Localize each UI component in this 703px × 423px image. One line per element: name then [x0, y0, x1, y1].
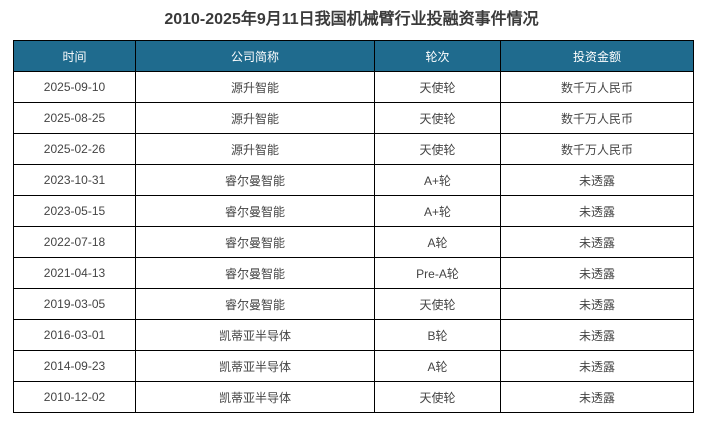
cell-date: 2010-12-02 — [13, 381, 136, 413]
table-row: 2023-05-15 睿尔曼智能 A+轮 未透露 — [13, 195, 694, 227]
cell-company: 源升智能 — [135, 71, 375, 103]
cell-amount: 未透露 — [500, 164, 694, 196]
cell-company: 凯蒂亚半导体 — [135, 319, 375, 351]
table-row: 2025-08-25 源升智能 天使轮 数千万人民币 — [13, 102, 694, 134]
cell-date: 2023-05-15 — [13, 195, 136, 227]
cell-round: B轮 — [374, 319, 501, 351]
cell-date: 2023-10-31 — [13, 164, 136, 196]
column-header-round: 轮次 — [374, 40, 501, 72]
cell-round: 天使轮 — [374, 102, 501, 134]
cell-company: 源升智能 — [135, 133, 375, 165]
table-row: 2019-03-05 睿尔曼智能 天使轮 未透露 — [13, 288, 694, 320]
cell-date: 2014-09-23 — [13, 350, 136, 382]
cell-date: 2016-03-01 — [13, 319, 136, 351]
table-header-row: 时间 公司简称 轮次 投资金额 — [13, 40, 694, 72]
table-row: 2021-04-13 睿尔曼智能 Pre-A轮 未透露 — [13, 257, 694, 289]
table-row: 2025-09-10 源升智能 天使轮 数千万人民币 — [13, 71, 694, 103]
table-row: 2025-02-26 源升智能 天使轮 数千万人民币 — [13, 133, 694, 165]
investment-table: 时间 公司简称 轮次 投资金额 2025-09-10 源升智能 天使轮 数千万人民币 2… — [13, 40, 694, 413]
cell-company: 睿尔曼智能 — [135, 164, 375, 196]
cell-amount: 数千万人民币 — [500, 102, 694, 134]
cell-amount: 未透露 — [500, 288, 694, 320]
column-header-amount: 投资金额 — [500, 40, 694, 72]
cell-amount: 数千万人民币 — [500, 133, 694, 165]
cell-round: 天使轮 — [374, 71, 501, 103]
cell-company: 睿尔曼智能 — [135, 257, 375, 289]
cell-company: 睿尔曼智能 — [135, 288, 375, 320]
cell-round: 天使轮 — [374, 381, 501, 413]
cell-date: 2025-08-25 — [13, 102, 136, 134]
cell-amount: 未透露 — [500, 350, 694, 382]
cell-company: 睿尔曼智能 — [135, 226, 375, 258]
cell-company: 睿尔曼智能 — [135, 195, 375, 227]
cell-amount: 未透露 — [500, 381, 694, 413]
cell-date: 2025-09-10 — [13, 71, 136, 103]
cell-amount: 未透露 — [500, 319, 694, 351]
cell-date: 2021-04-13 — [13, 257, 136, 289]
cell-date: 2022-07-18 — [13, 226, 136, 258]
table-row: 2023-10-31 睿尔曼智能 A+轮 未透露 — [13, 164, 694, 196]
page-title: 2010-2025年9月11日我国机械臂行业投融资事件情况 — [164, 11, 539, 28]
table-row: 2010-12-02 凯蒂亚半导体 天使轮 未透露 — [13, 381, 694, 413]
cell-amount: 未透露 — [500, 257, 694, 289]
cell-round: A轮 — [374, 226, 501, 258]
column-header-company: 公司简称 — [135, 40, 375, 72]
table-row: 2014-09-23 凯蒂亚半导体 A轮 未透露 — [13, 350, 694, 382]
cell-amount: 未透露 — [500, 226, 694, 258]
cell-round: A轮 — [374, 350, 501, 382]
table-row: 2016-03-01 凯蒂亚半导体 B轮 未透露 — [13, 319, 694, 351]
cell-round: 天使轮 — [374, 288, 501, 320]
cell-date: 2019-03-05 — [13, 288, 136, 320]
cell-company: 凯蒂亚半导体 — [135, 381, 375, 413]
cell-round: A+轮 — [374, 164, 501, 196]
cell-amount: 数千万人民币 — [500, 71, 694, 103]
cell-date: 2025-02-26 — [13, 133, 136, 165]
cell-round: 天使轮 — [374, 133, 501, 165]
column-header-date: 时间 — [13, 40, 136, 72]
cell-round: A+轮 — [374, 195, 501, 227]
cell-round: Pre-A轮 — [374, 257, 501, 289]
cell-company: 源升智能 — [135, 102, 375, 134]
cell-company: 凯蒂亚半导体 — [135, 350, 375, 382]
cell-amount: 未透露 — [500, 195, 694, 227]
table-row: 2022-07-18 睿尔曼智能 A轮 未透露 — [13, 226, 694, 258]
